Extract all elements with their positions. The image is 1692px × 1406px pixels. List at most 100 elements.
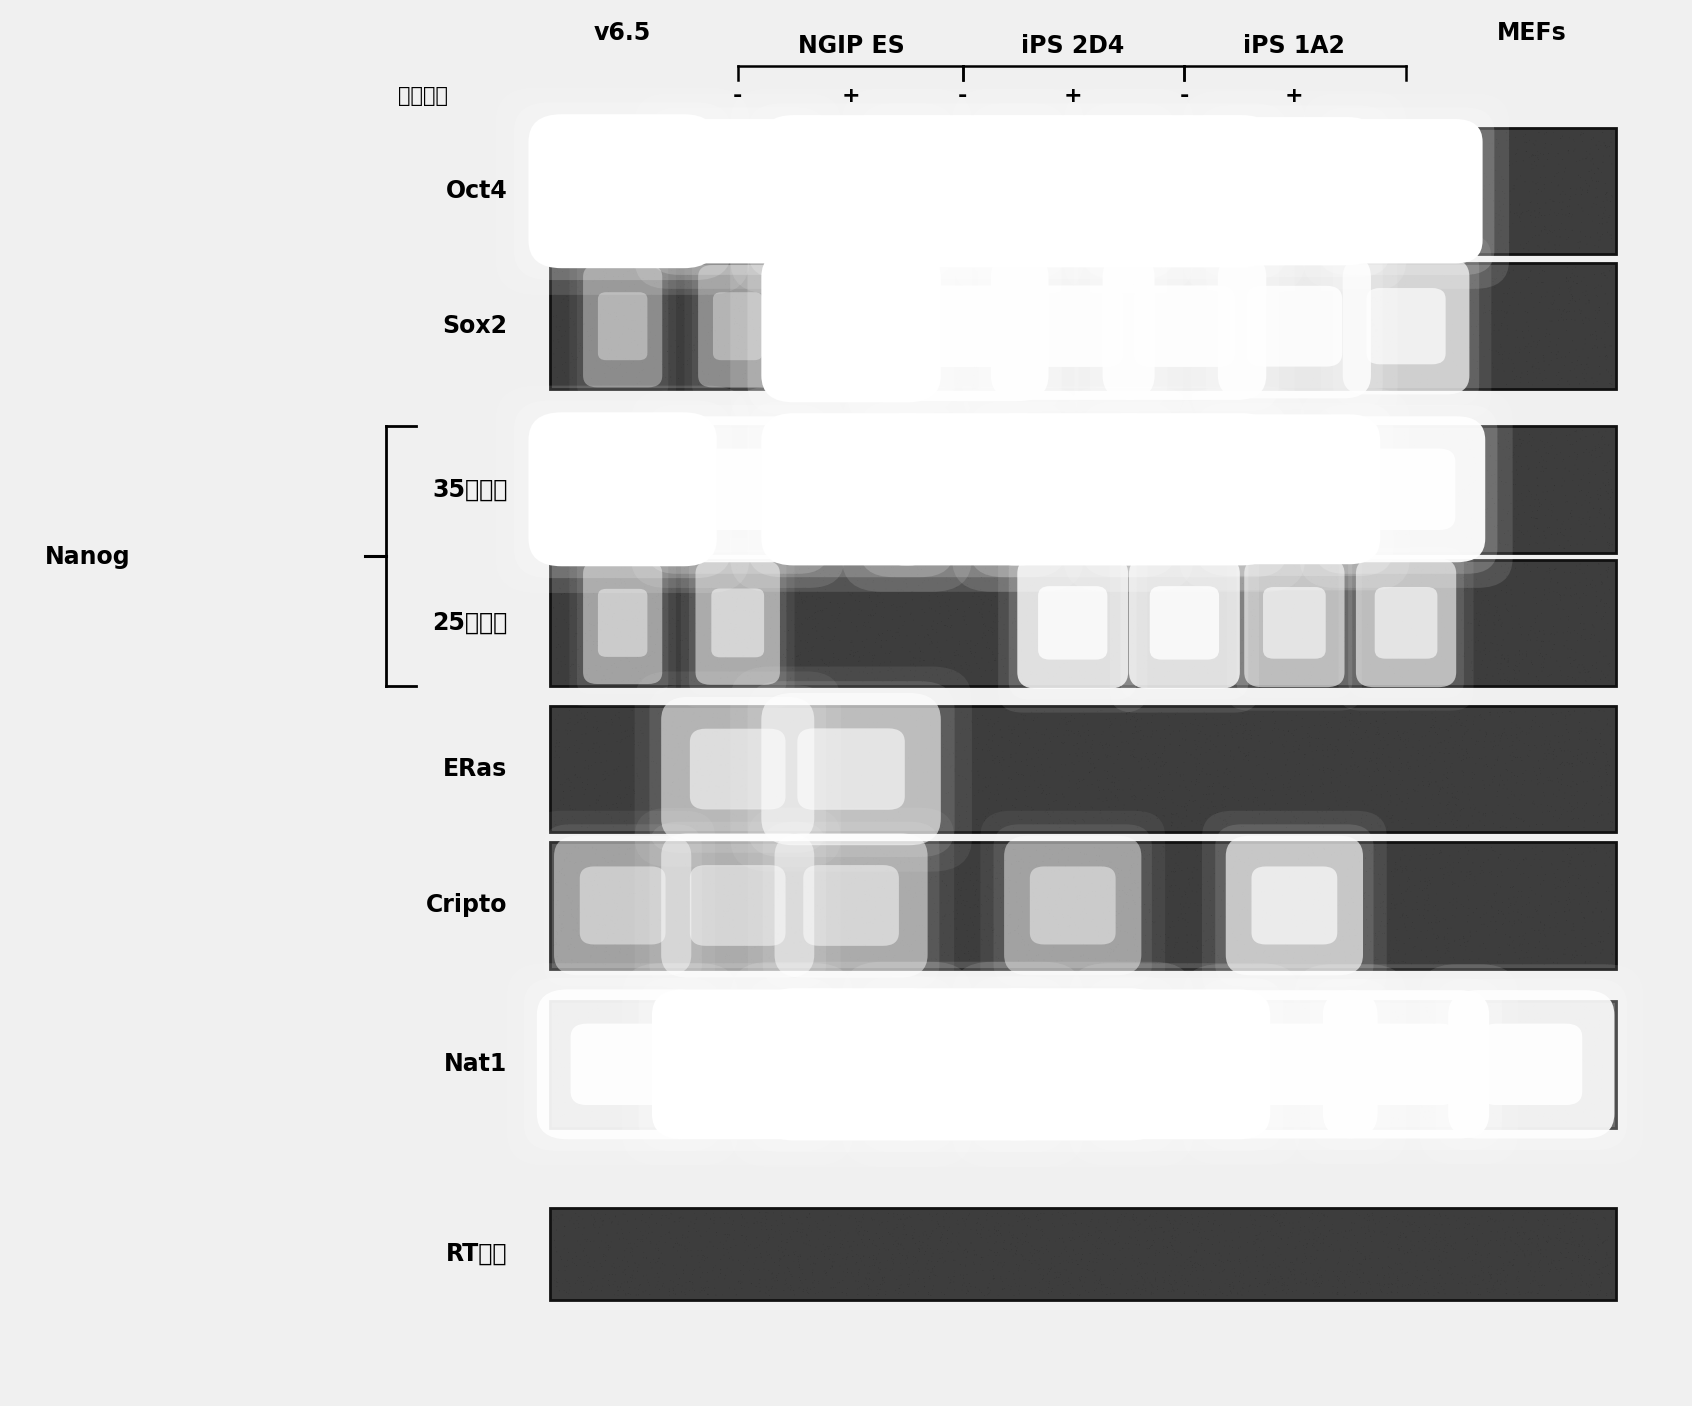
Point xyxy=(868,838,895,860)
Point xyxy=(983,868,1010,890)
Point xyxy=(1272,995,1299,1018)
Point xyxy=(868,434,895,457)
Point xyxy=(1482,1263,1509,1285)
Point xyxy=(1250,706,1277,728)
Point xyxy=(968,423,995,446)
Point xyxy=(844,157,871,180)
Point xyxy=(1252,529,1279,551)
Point xyxy=(871,433,898,456)
Point xyxy=(1403,122,1430,145)
Point xyxy=(922,949,949,972)
Point xyxy=(1504,898,1531,921)
Point xyxy=(707,582,734,605)
Point xyxy=(1049,1001,1076,1024)
Point xyxy=(804,125,831,148)
Point xyxy=(1227,592,1254,614)
Point xyxy=(1166,806,1193,828)
Point xyxy=(1433,202,1460,225)
Point xyxy=(1276,866,1303,889)
Point xyxy=(1393,1274,1420,1296)
Point xyxy=(1354,1007,1381,1029)
Point xyxy=(614,1069,641,1091)
Point xyxy=(1563,366,1590,388)
Point xyxy=(1217,711,1244,734)
Point xyxy=(824,592,851,614)
Point xyxy=(1477,1256,1504,1278)
Point xyxy=(618,427,645,450)
Point xyxy=(958,907,985,929)
Point xyxy=(1266,950,1293,973)
Point xyxy=(1049,188,1076,211)
Point xyxy=(1169,360,1196,382)
Point xyxy=(743,1211,770,1233)
Point xyxy=(1184,318,1211,340)
Point xyxy=(1596,373,1623,395)
Point xyxy=(1511,553,1538,575)
Point xyxy=(1039,586,1066,609)
Point xyxy=(716,1069,743,1091)
Point xyxy=(1066,620,1093,643)
Point xyxy=(1557,423,1584,446)
Point xyxy=(980,1258,1007,1281)
Point xyxy=(1558,920,1585,942)
Point xyxy=(562,357,589,380)
Point xyxy=(1489,724,1516,747)
Point xyxy=(783,645,810,668)
Point xyxy=(1235,591,1262,613)
Point xyxy=(662,155,689,177)
Point xyxy=(922,948,949,970)
Point xyxy=(597,200,624,222)
Point xyxy=(597,644,624,666)
Point xyxy=(1255,1108,1283,1130)
Point xyxy=(1254,1257,1281,1279)
Point xyxy=(878,917,905,939)
Point xyxy=(687,723,714,745)
Point xyxy=(628,299,655,322)
Point xyxy=(543,607,570,630)
Point xyxy=(1294,811,1321,834)
Point xyxy=(773,669,800,692)
Point xyxy=(853,934,880,956)
Point xyxy=(1215,614,1242,637)
Point xyxy=(1085,925,1112,948)
Point xyxy=(1078,162,1105,184)
Point xyxy=(1095,1244,1122,1267)
Point xyxy=(1041,1017,1068,1039)
Point xyxy=(1249,440,1276,463)
Point xyxy=(1376,333,1403,356)
Point xyxy=(1418,440,1445,463)
Point xyxy=(1369,215,1396,238)
Point xyxy=(545,198,572,221)
Point xyxy=(751,792,778,814)
Point xyxy=(667,1084,694,1107)
Point xyxy=(1079,1001,1107,1024)
Point xyxy=(1445,1062,1472,1084)
Point xyxy=(1262,153,1289,176)
Point xyxy=(1502,557,1530,579)
Point xyxy=(704,482,731,505)
Point xyxy=(1333,1264,1360,1286)
Point xyxy=(678,167,706,190)
Point xyxy=(775,1244,802,1267)
Point xyxy=(900,647,927,669)
Point xyxy=(854,1275,882,1298)
Point xyxy=(1120,870,1147,893)
Point xyxy=(1396,623,1423,645)
Point xyxy=(1085,368,1112,391)
Point xyxy=(1218,724,1245,747)
Point xyxy=(1074,522,1101,544)
Point xyxy=(1220,856,1247,879)
Point xyxy=(1117,778,1144,800)
Point xyxy=(1098,610,1125,633)
Point xyxy=(1584,479,1611,502)
FancyBboxPatch shape xyxy=(1081,103,1288,280)
Point xyxy=(1259,1256,1286,1278)
Point xyxy=(1288,323,1315,346)
Point xyxy=(1359,309,1386,332)
Point xyxy=(1027,575,1054,598)
Point xyxy=(1294,165,1321,187)
Point xyxy=(1169,308,1196,330)
Point xyxy=(601,340,628,363)
Point xyxy=(1386,787,1413,810)
Point xyxy=(1508,1074,1535,1097)
